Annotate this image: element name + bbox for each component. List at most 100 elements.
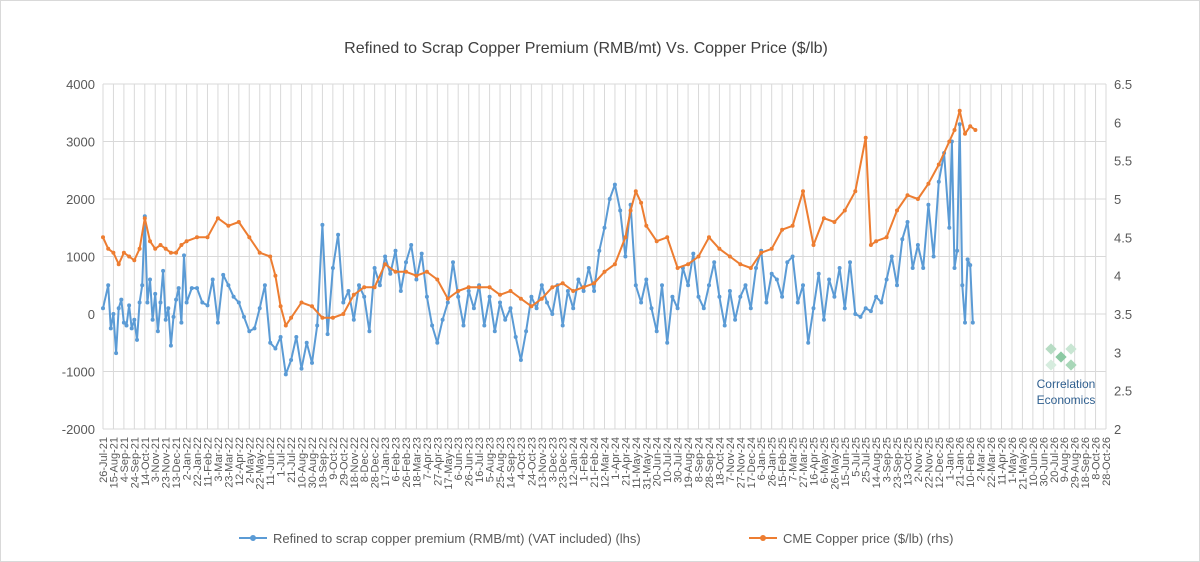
x-axis-tick-label: 18-Oct-24 [714, 437, 726, 486]
data-point [795, 300, 800, 305]
data-point [409, 243, 414, 247]
x-axis-tick-label: 2-Mar-26 [976, 437, 988, 482]
data-point [158, 300, 163, 305]
data-point [895, 283, 899, 288]
data-point [200, 300, 205, 305]
data-point [821, 317, 826, 322]
x-axis-tick-label: 28-Sep-24 [704, 437, 716, 488]
x-axis-tick-label: 18-Mar-23 [411, 437, 423, 488]
x-axis-tick-label: 6-Feb-23 [391, 437, 403, 482]
left-axis-tick-label: 3000 [66, 135, 95, 150]
x-axis-tick-label: 16-Jul-23 [474, 437, 486, 483]
data-point [106, 246, 111, 251]
x-axis-tick-label: 1-Jan-26 [944, 437, 956, 480]
x-axis-tick-label: 13-Oct-25 [902, 437, 914, 486]
data-point [965, 257, 970, 262]
data-point [970, 320, 975, 325]
data-point [842, 306, 847, 311]
left-axis-tick-label: -2000 [62, 422, 95, 437]
data-point [633, 283, 638, 288]
data-point [960, 283, 965, 288]
data-point [419, 251, 424, 256]
x-axis-tick-label: 24-Oct-23 [526, 437, 538, 486]
data-point [816, 271, 821, 276]
data-point [581, 289, 586, 293]
data-point [701, 306, 706, 311]
data-point [503, 317, 508, 322]
data-point [832, 220, 837, 224]
data-point [111, 312, 116, 316]
x-axis-tick-label: 17-Jan-23 [380, 437, 392, 487]
data-point [895, 208, 899, 213]
data-point [174, 250, 179, 255]
x-axis-tick-label: 12-Mar-24 [600, 437, 612, 488]
data-point [550, 312, 555, 316]
legend-label: CME Copper price ($/lb) (rhs) [783, 531, 954, 546]
x-axis-tick-label: 6-May-25 [819, 437, 831, 483]
x-axis-tick-label: 1-Apr-24 [610, 437, 622, 480]
right-axis-tick-label: 5.5 [1114, 154, 1132, 169]
data-point [727, 289, 732, 293]
data-point [226, 283, 231, 288]
data-point [790, 254, 795, 259]
x-axis-tick-label: 8-Sep-24 [694, 437, 706, 482]
data-point [106, 283, 111, 288]
x-axis-tick-label: 12-Dec-25 [934, 437, 946, 488]
data-point [195, 235, 199, 240]
data-point [336, 232, 341, 237]
data-point [482, 323, 487, 328]
x-axis-tick-label: 15-Jun-25 [840, 437, 852, 487]
data-point [179, 243, 184, 247]
data-point [140, 283, 145, 288]
data-point [722, 323, 727, 328]
data-point [889, 254, 894, 259]
data-point [968, 124, 973, 129]
data-point [957, 122, 962, 127]
data-point [257, 306, 262, 311]
x-axis-tick-label: 22-Jan-22 [192, 437, 204, 487]
data-point [283, 372, 288, 377]
data-point [278, 304, 283, 309]
data-point [330, 266, 335, 270]
data-point [498, 292, 502, 297]
data-point [121, 250, 126, 255]
data-point [821, 216, 826, 221]
data-point [675, 306, 680, 311]
right-axis-tick-label: 6.5 [1114, 77, 1132, 92]
data-point [612, 182, 617, 187]
x-axis-tick-label: 15-Aug-21 [108, 437, 120, 488]
data-point [508, 306, 513, 311]
data-point [848, 260, 852, 265]
data-point [644, 223, 649, 228]
data-point [414, 277, 419, 282]
data-point [717, 246, 722, 251]
x-axis-tick-label: 24-Sep-21 [129, 437, 141, 488]
data-point [518, 358, 523, 362]
x-axis-tick-label: 28-Dec-22 [370, 437, 382, 488]
data-point [639, 300, 644, 305]
data-point [226, 223, 231, 228]
x-axis-tick-label: 21-May-26 [1017, 437, 1029, 490]
x-axis-tick-label: 22-Mar-26 [986, 437, 998, 488]
data-point [759, 250, 764, 255]
left-axis-tick-label: 1000 [66, 250, 95, 265]
x-axis-tick-label: 21-Apr-24 [620, 437, 632, 486]
x-axis-tick-label: 14-Oct-21 [140, 437, 152, 486]
x-axis-tick-label: 1-Jul-22 [276, 437, 288, 477]
data-point [383, 254, 388, 259]
x-axis-tick-label: 27-Nov-24 [735, 437, 747, 488]
x-axis-tick-label: 10-Feb-26 [965, 437, 977, 488]
data-point [931, 254, 936, 259]
data-point [586, 266, 591, 270]
x-axis-tick-label: 4-Oct-23 [516, 437, 528, 480]
x-axis-tick-label: 10-Jul-24 [662, 437, 674, 483]
watermark-text-line2: Economics [1036, 393, 1096, 407]
legend-item-copper-price: CME Copper price ($/lb) (rhs) [749, 531, 954, 546]
x-axis-tick-label: 23-Mar-22 [223, 437, 235, 488]
x-axis-tick-label: 6-Jun-23 [453, 437, 465, 480]
data-point [310, 304, 314, 309]
right-axis-tick-label: 3 [1114, 345, 1121, 360]
data-point [273, 273, 278, 278]
data-point [738, 294, 743, 299]
data-point [283, 323, 288, 328]
